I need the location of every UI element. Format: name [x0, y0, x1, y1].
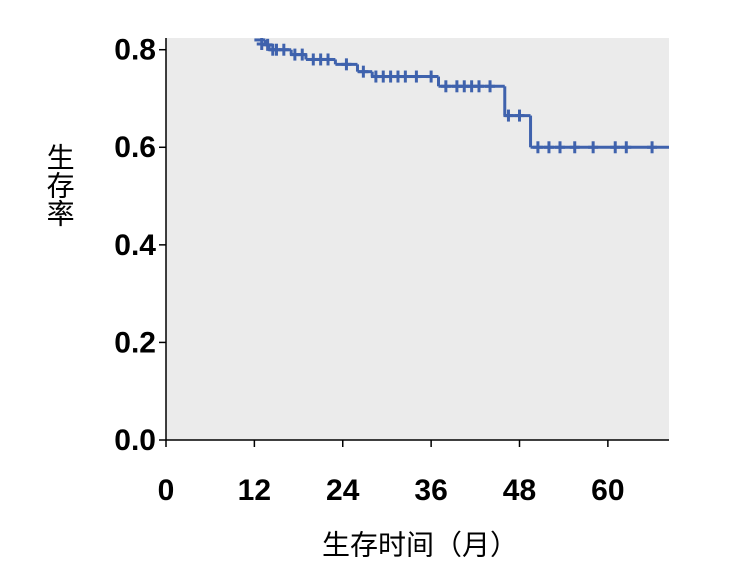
y-tick-label: 0.8	[114, 34, 156, 67]
censor-mark	[426, 70, 437, 83]
censor-mark	[297, 48, 308, 61]
x-tick-label: 12	[238, 474, 271, 507]
censor-mark	[532, 141, 543, 154]
x-tick-label: 0	[158, 474, 175, 507]
x-tick-label: 48	[503, 474, 536, 507]
censor-mark	[262, 38, 273, 51]
censor-mark	[514, 109, 525, 122]
censor-mark	[473, 80, 484, 93]
censor-mark	[485, 80, 496, 93]
y-tick-label: 0.4	[114, 229, 156, 262]
censor-mark	[358, 65, 369, 78]
censor-mark	[610, 141, 621, 154]
censor-mark	[341, 58, 352, 71]
y-tick-label: 0.6	[114, 131, 156, 164]
x-tick-label: 36	[414, 474, 447, 507]
censor-mark	[621, 141, 632, 154]
censor-mark	[440, 80, 451, 93]
censor-mark	[647, 141, 658, 154]
x-tick-label: 24	[326, 474, 360, 507]
plot-background	[166, 38, 669, 440]
censor-mark	[555, 141, 566, 154]
censor-mark	[503, 109, 514, 122]
y-axis-title: 生存率	[44, 143, 75, 227]
x-tick-label: 60	[591, 474, 624, 507]
censor-mark	[543, 141, 554, 154]
censor-mark	[400, 70, 411, 83]
censor-mark	[411, 70, 422, 83]
censor-mark	[569, 141, 580, 154]
censor-mark	[323, 53, 334, 66]
censor-mark	[588, 141, 599, 154]
y-tick-label: 0.2	[114, 326, 156, 359]
x-axis-title: 生存时间（月）	[322, 529, 518, 560]
y-tick-label: 0.0	[114, 424, 156, 457]
censor-mark	[278, 43, 289, 56]
